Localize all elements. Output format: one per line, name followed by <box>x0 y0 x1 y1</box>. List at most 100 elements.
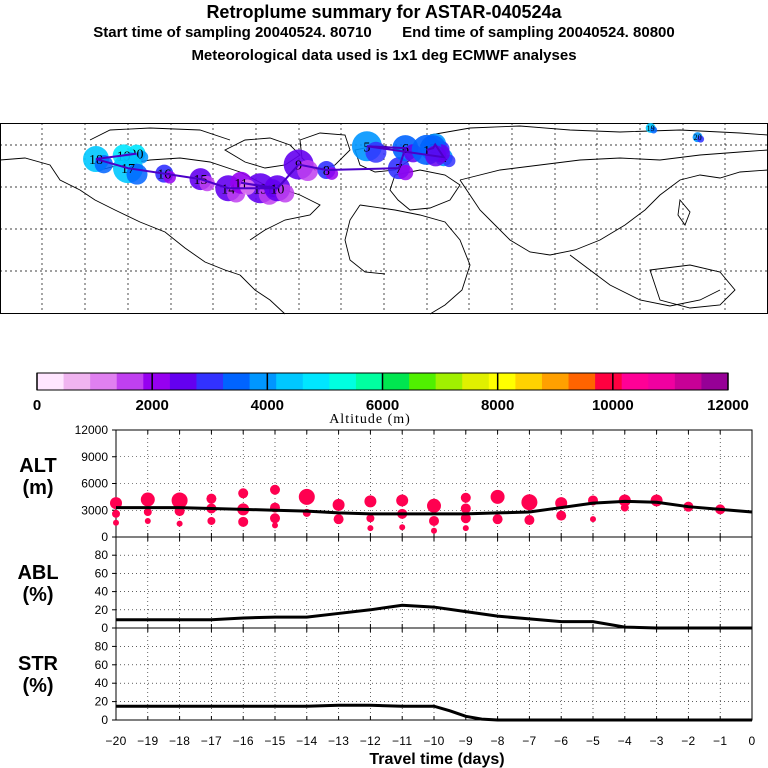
x-tick-label: −14 <box>296 734 317 748</box>
altitude-cluster-point <box>492 514 503 525</box>
x-tick-label: −1 <box>713 734 727 748</box>
coastline <box>429 125 768 136</box>
coastline <box>344 204 386 275</box>
plume-day-label: 8 <box>323 164 330 179</box>
altitude-cluster-point <box>171 492 188 509</box>
coastline <box>459 149 768 181</box>
altitude-cluster-point <box>238 516 249 527</box>
altitude-cluster-point <box>176 520 183 527</box>
colorbar-segment <box>488 373 516 390</box>
altitude-cluster-point <box>298 488 315 505</box>
altitude-cluster-point <box>333 514 344 525</box>
plume-day-label: 19 <box>647 124 655 133</box>
altitude-cluster-point <box>144 517 151 524</box>
y-tick-label: 0 <box>101 530 108 544</box>
colorbar-segment <box>568 373 596 390</box>
colorbar-segment <box>541 373 570 390</box>
coastline <box>569 254 721 307</box>
x-tick-label: −18 <box>169 734 190 748</box>
altitude-cluster-point <box>650 494 663 507</box>
y-tick-label: 3000 <box>81 503 108 517</box>
start-time-label: Start time of sampling 20040524. 80710 <box>93 24 372 41</box>
series-line <box>116 703 752 722</box>
colorbar-segment <box>435 373 463 390</box>
x-tick-label: −3 <box>649 734 663 748</box>
colorbar-segment <box>409 373 437 390</box>
colorbar-segment <box>276 373 304 390</box>
panel-alt: 0 3000 6000 9000 12000 ALT(m) <box>19 423 753 544</box>
panel-abl: 0 20 40 60 80 ABL(%) <box>17 536 753 635</box>
altitude-cluster-point <box>556 510 567 521</box>
x-tick-label: −13 <box>328 734 349 748</box>
world-map: 20191817161514131211109876543211920 <box>0 123 768 315</box>
colorbar-tick-label: 0 <box>33 397 41 414</box>
plume-day-label: 7 <box>395 162 402 177</box>
y-tick-label: 80 <box>95 639 109 653</box>
colorbar-segment <box>196 373 224 390</box>
altitude-cluster-point <box>620 503 629 512</box>
plume-cluster-marker <box>650 126 658 134</box>
y-axis-label: ALT <box>19 455 56 477</box>
y-tick-label: 60 <box>95 566 109 580</box>
x-tick-label: 0 <box>749 734 756 748</box>
y-tick-label: 0 <box>101 713 108 727</box>
colorbar-segment <box>462 373 490 390</box>
y-tick-label: 60 <box>95 658 109 672</box>
plume-day-label: 1 <box>423 144 430 159</box>
plume-cluster-marker <box>276 184 295 203</box>
colorbar-tick-label: 2000 <box>135 397 168 414</box>
y-tick-label: 40 <box>95 676 109 690</box>
altitude-cluster-point <box>238 488 249 499</box>
colorbar-segment <box>116 373 144 390</box>
coastline <box>0 157 241 276</box>
altitude-cluster-point <box>270 513 280 524</box>
sampling-times: Start time of sampling 20040524. 80710 E… <box>0 24 768 41</box>
altitude-cluster-point <box>140 492 155 507</box>
x-axis-label: Travel time (days) <box>369 751 504 768</box>
colorbar-segment <box>515 373 543 390</box>
altitude-cluster-point <box>524 515 535 526</box>
colorbar-segment <box>63 373 91 390</box>
altitude-cluster-point <box>113 519 119 526</box>
colorbar-segment <box>143 373 171 390</box>
altitude-cluster-point <box>462 525 469 532</box>
x-tick-label: −4 <box>618 734 632 748</box>
plume-day-label: 17 <box>121 162 135 177</box>
x-tick-label: −17 <box>201 734 222 748</box>
y-tick-label: 80 <box>95 548 109 562</box>
coastline <box>239 274 286 315</box>
x-tick-label: −2 <box>681 734 695 748</box>
y-tick-label: 20 <box>95 695 109 709</box>
altitude-cluster-point <box>366 514 375 523</box>
plume-cluster-marker <box>397 164 414 181</box>
colorbar-tick-label: 12000 <box>707 397 749 414</box>
altitude-cluster-point <box>332 498 345 511</box>
coastline <box>359 204 471 315</box>
altitude-cluster-point <box>206 493 217 504</box>
altitude-cluster-point <box>272 522 278 529</box>
x-tick-label: −5 <box>586 734 600 748</box>
x-tick-label: −10 <box>423 734 444 748</box>
chart-title: Retroplume summary for ASTAR-040524a <box>206 2 562 22</box>
colorbar-segment <box>648 373 676 390</box>
plume-day-label: 5 <box>363 140 370 155</box>
colorbar-segment <box>37 373 65 390</box>
x-tick-label: −20 <box>105 734 126 748</box>
altitude-cluster-point <box>460 503 471 514</box>
y-tick-label: 6000 <box>81 477 108 491</box>
colorbar-segment <box>169 373 197 390</box>
colorbar-tick-label: 8000 <box>481 397 514 414</box>
x-tick-label: −11 <box>392 734 412 748</box>
x-tick-label: −7 <box>522 734 536 748</box>
x-axis: −20 −19 −18 −17 −16 −15 −14 −13 −12 −11 −10 −9 −8 −7−… <box>105 734 755 768</box>
x-tick-label: −12 <box>360 734 381 748</box>
y-tick-label: 12000 <box>75 423 109 437</box>
end-time-label: End time of sampling 20040524. 80800 <box>402 24 675 41</box>
altitude-cluster-point <box>460 492 471 503</box>
y-axis-label: (m) <box>22 477 53 499</box>
altitude-cluster-point <box>431 527 437 534</box>
y-axis-label: ABL <box>17 562 58 584</box>
colorbar-segment <box>223 373 251 390</box>
colorbar-segment <box>329 373 357 390</box>
